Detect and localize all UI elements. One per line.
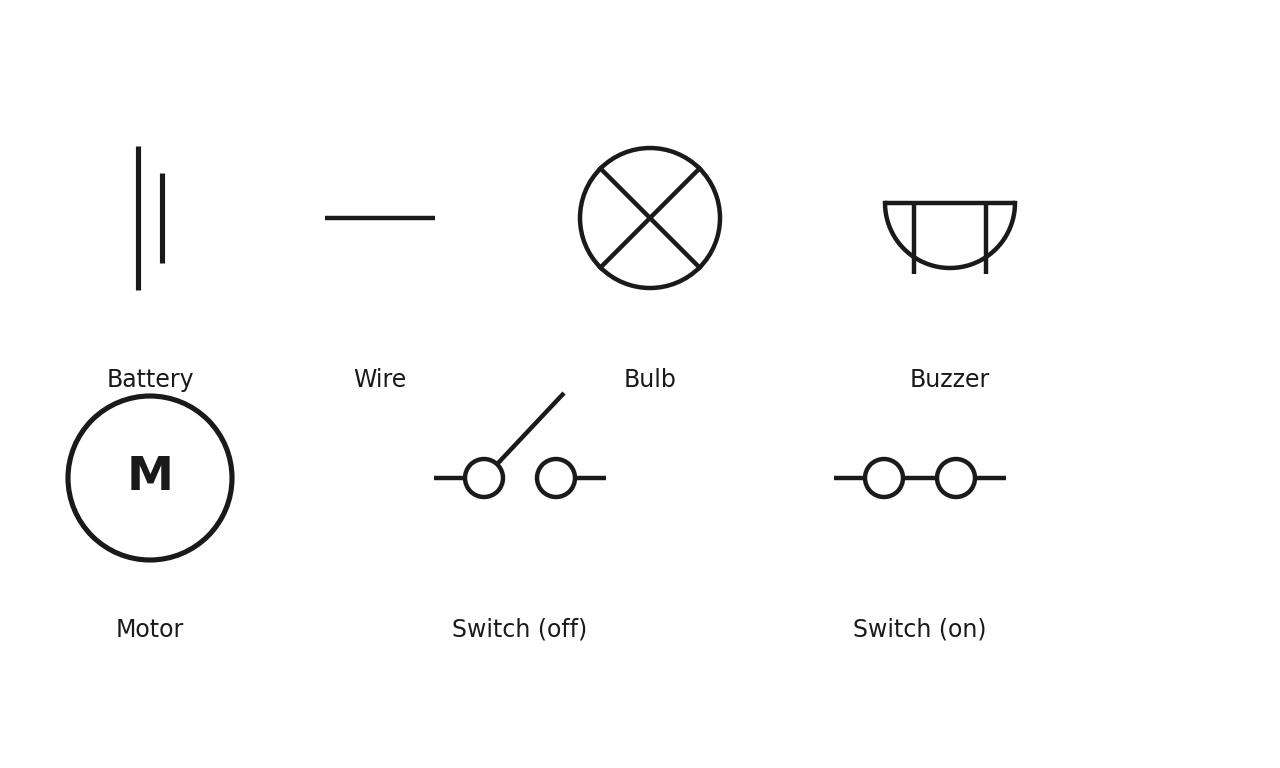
Text: Battery: Battery <box>106 368 193 392</box>
Text: Buzzer: Buzzer <box>910 368 991 392</box>
Circle shape <box>538 459 575 497</box>
Circle shape <box>937 459 975 497</box>
Text: Wire: Wire <box>353 368 407 392</box>
Circle shape <box>865 459 902 497</box>
Text: Switch (off): Switch (off) <box>452 618 588 642</box>
Text: Motor: Motor <box>116 618 184 642</box>
Circle shape <box>465 459 503 497</box>
Text: Switch (on): Switch (on) <box>854 618 987 642</box>
Text: Bulb: Bulb <box>623 368 676 392</box>
Text: M: M <box>127 455 174 501</box>
